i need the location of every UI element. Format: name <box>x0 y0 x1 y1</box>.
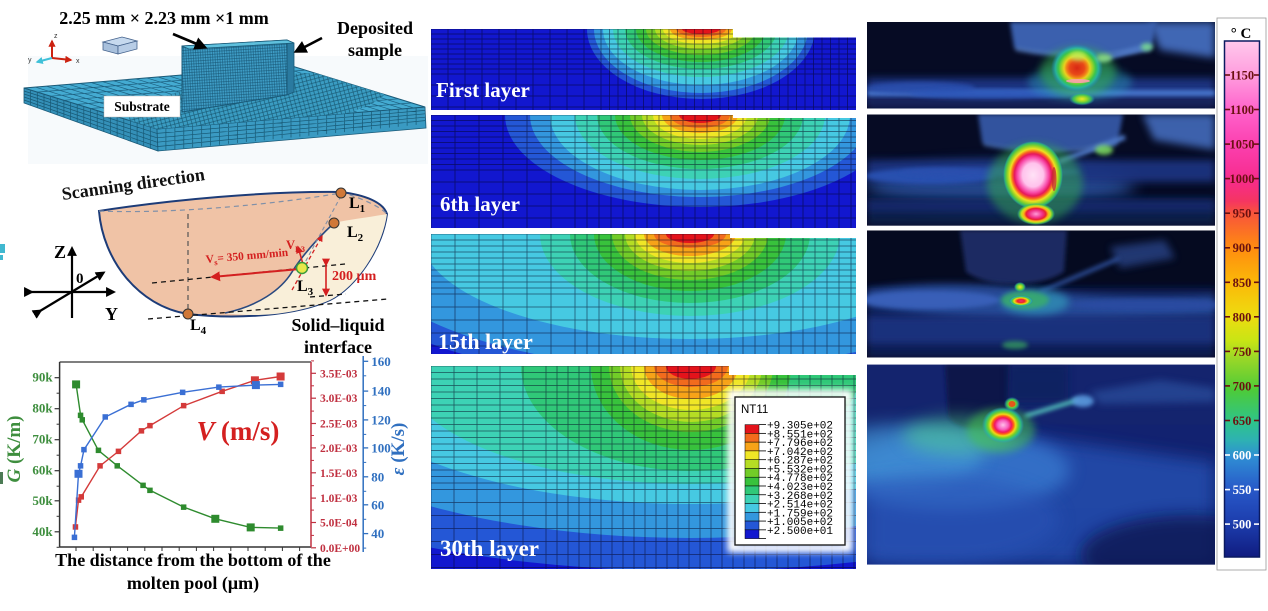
svg-text:600: 600 <box>1233 449 1252 463</box>
svg-text:950: 950 <box>1233 207 1252 221</box>
svg-text:50k: 50k <box>32 493 53 508</box>
svg-text:Deposited: Deposited <box>337 18 413 38</box>
svg-text:+2.514e+02: +2.514e+02 <box>767 500 833 512</box>
svg-text:y: y <box>28 57 32 64</box>
svg-text:x: x <box>76 58 80 65</box>
svg-text:V (m/s): V (m/s) <box>197 416 280 446</box>
svg-text:+1.005e+02: +1.005e+02 <box>767 517 833 529</box>
svg-text:120: 120 <box>371 412 391 427</box>
svg-text:1.5E-03: 1.5E-03 <box>320 468 358 480</box>
svg-text:molten pool (µm): molten pool (µm) <box>127 573 259 594</box>
svg-text:3.5E-03: 3.5E-03 <box>320 368 358 380</box>
svg-text:650: 650 <box>1233 414 1252 428</box>
svg-text:1150: 1150 <box>1230 69 1254 83</box>
svg-text:850: 850 <box>1233 276 1252 290</box>
svg-text:z: z <box>54 33 58 40</box>
svg-text:900: 900 <box>1233 241 1252 255</box>
svg-text:+4.778e+02: +4.778e+02 <box>767 473 833 485</box>
svg-text:The distance from the bottom o: The distance from the bottom of the <box>55 550 331 570</box>
svg-text:60: 60 <box>371 497 384 512</box>
svg-text:800: 800 <box>1233 310 1252 324</box>
svg-text:3.0E-03: 3.0E-03 <box>320 393 358 405</box>
svg-text:40: 40 <box>371 526 384 541</box>
svg-text:+3.268e+02: +3.268e+02 <box>767 491 833 503</box>
svg-text:90k: 90k <box>32 370 53 385</box>
svg-text:Z: Z <box>54 242 66 262</box>
svg-text:100: 100 <box>371 440 391 455</box>
svg-text:5.0E-04: 5.0E-04 <box>320 518 358 530</box>
svg-text:550: 550 <box>1233 483 1252 497</box>
svg-text:+8.551e+02: +8.551e+02 <box>767 429 833 441</box>
svg-text:1.0E-03: 1.0E-03 <box>320 493 358 505</box>
svg-text:700: 700 <box>1233 379 1252 393</box>
svg-text:750: 750 <box>1233 345 1252 359</box>
svg-text:G (K/m): G (K/m) <box>4 415 25 482</box>
svg-text:interface: interface <box>304 337 372 357</box>
svg-text:0: 0 <box>76 271 84 287</box>
svg-text:Y: Y <box>105 304 118 324</box>
svg-text:2.5E-03: 2.5E-03 <box>320 419 358 431</box>
svg-text:1100: 1100 <box>1230 103 1254 117</box>
svg-text:+5.532e+02: +5.532e+02 <box>767 464 833 476</box>
svg-text:6th layer: 6th layer <box>440 192 520 216</box>
svg-text:+2.500e+01: +2.500e+01 <box>767 526 833 538</box>
svg-text:° C: ° C <box>1231 26 1252 42</box>
svg-text:30th layer: 30th layer <box>440 536 539 561</box>
svg-text:ε (K/s): ε (K/s) <box>388 423 409 476</box>
svg-text:80: 80 <box>371 469 384 484</box>
svg-text:+1.759e+02: +1.759e+02 <box>767 508 833 520</box>
svg-text:60k: 60k <box>32 463 53 478</box>
svg-text:2.25 mm × 2.23 mm ×1 mm: 2.25 mm × 2.23 mm ×1 mm <box>59 8 268 28</box>
svg-text:40k: 40k <box>32 524 53 539</box>
svg-text:15th layer: 15th layer <box>438 329 533 354</box>
svg-text:500: 500 <box>1233 518 1252 532</box>
svg-text:NT11: NT11 <box>741 404 768 416</box>
svg-text:80k: 80k <box>32 401 53 416</box>
svg-text:Substrate: Substrate <box>114 99 170 114</box>
svg-text:+7.796e+02: +7.796e+02 <box>767 438 833 450</box>
svg-text:+6.287e+02: +6.287e+02 <box>767 456 833 468</box>
svg-text:140: 140 <box>371 384 391 399</box>
svg-text:70k: 70k <box>32 432 53 447</box>
svg-text:sample: sample <box>348 40 402 60</box>
svg-text:2.0E-03: 2.0E-03 <box>320 443 358 455</box>
svg-text:0.0E+00: 0.0E+00 <box>320 543 360 555</box>
svg-text:200 µm: 200 µm <box>332 269 377 284</box>
svg-text:First layer: First layer <box>436 78 530 102</box>
svg-text:Solid–liquid: Solid–liquid <box>291 315 384 335</box>
svg-text:160: 160 <box>371 354 391 369</box>
svg-text:1000: 1000 <box>1230 172 1255 186</box>
svg-text:+4.023e+02: +4.023e+02 <box>767 482 833 494</box>
svg-text:1050: 1050 <box>1230 138 1255 152</box>
svg-text:+9.305e+02: +9.305e+02 <box>767 421 833 433</box>
svg-text:+7.042e+02: +7.042e+02 <box>767 447 833 459</box>
